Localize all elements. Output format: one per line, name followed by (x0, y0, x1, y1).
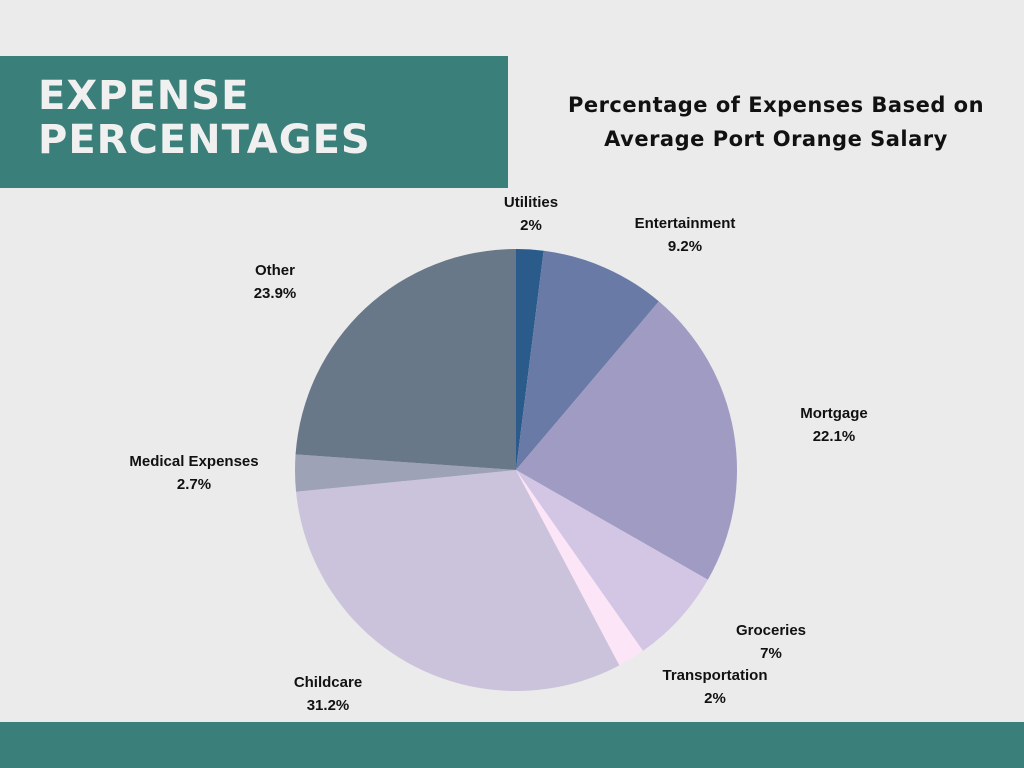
slice-label-medical-expenses: Medical Expenses (129, 453, 258, 470)
slice-label-transportation: Transportation (662, 667, 767, 684)
chart-title-line-2: Average Port Orange Salary (604, 127, 948, 151)
pie-slice-medical-expenses (295, 454, 516, 492)
pie-slice-childcare (296, 470, 620, 691)
slice-value-groceries: 7% (760, 645, 782, 662)
chart-title-line-1: Percentage of Expenses Based on (567, 93, 985, 117)
banner-title-line-1: EXPENSE (38, 73, 250, 119)
banner-title-line-2: PERCENTAGES (38, 117, 371, 163)
slice-label-entertainment: Entertainment (635, 215, 736, 232)
banner-title: EXPENSE PERCENTAGES (38, 74, 498, 162)
title-banner (0, 56, 508, 188)
slice-value-medical-expenses: 2.7% (177, 476, 211, 493)
pie-slice-other (295, 249, 516, 470)
chart-title: Percentage of Expenses Based on Average … (556, 88, 996, 156)
slice-value-childcare: 31.2% (307, 697, 350, 714)
bottom-bar (0, 722, 1024, 768)
slice-label-mortgage: Mortgage (800, 405, 868, 422)
pie-slice-mortgage (516, 301, 737, 580)
slice-value-transportation: 2% (704, 690, 726, 707)
slice-label-childcare: Childcare (294, 674, 362, 691)
pie-slice-transportation (516, 470, 643, 666)
pie-slice-utilities (516, 249, 544, 470)
slice-value-utilities: 2% (520, 217, 542, 234)
pie-slice-entertainment (516, 250, 659, 470)
slice-label-groceries: Groceries (736, 622, 806, 639)
slice-value-entertainment: 9.2% (668, 238, 702, 255)
slice-value-other: 23.9% (254, 285, 297, 302)
slice-value-mortgage: 22.1% (813, 428, 856, 445)
pie-slice-groceries (516, 470, 708, 651)
slice-label-utilities: Utilities (504, 194, 558, 211)
slice-label-other: Other (255, 262, 295, 279)
